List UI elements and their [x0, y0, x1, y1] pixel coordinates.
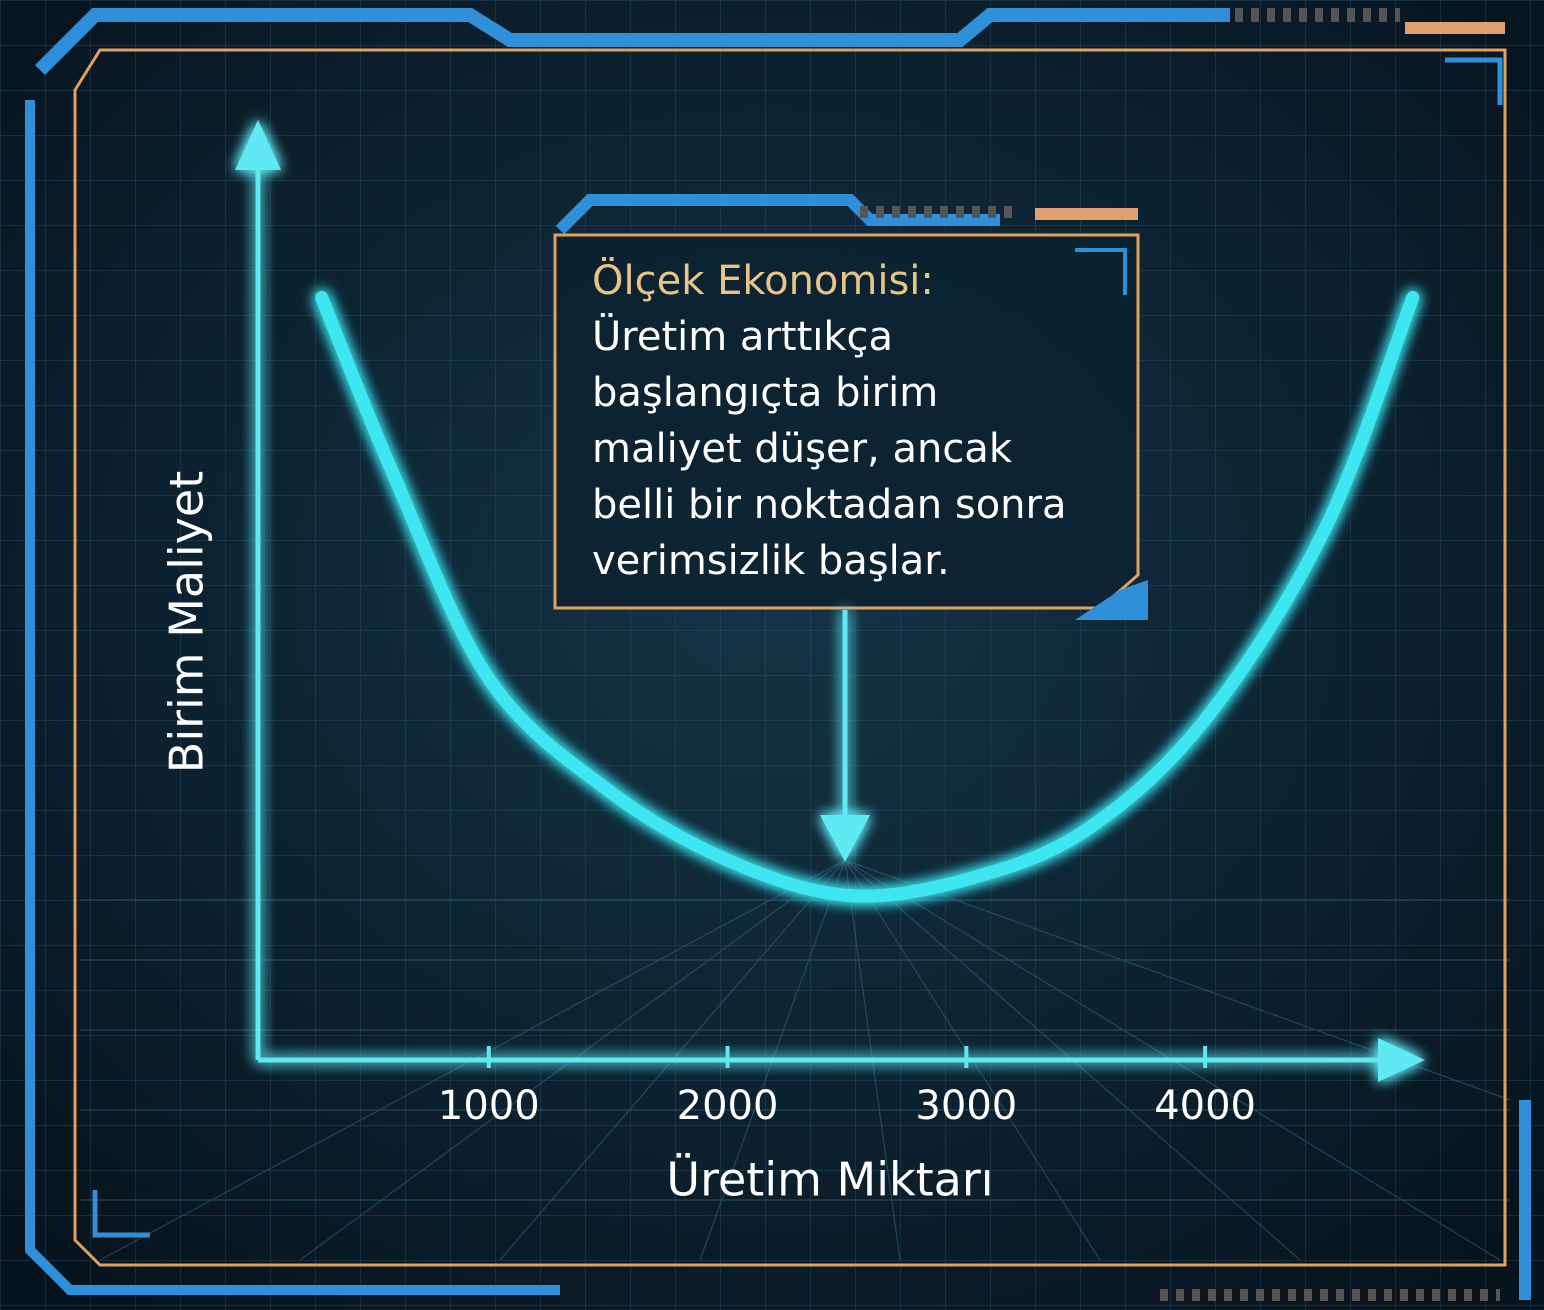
frame: [25, 7, 1531, 1301]
x-axis-label: Üretim Miktarı: [666, 1153, 993, 1207]
x-tick-label: 4000: [1154, 1083, 1256, 1129]
axes: [235, 120, 1425, 1082]
annotation-line: verimsizlik başlar.: [592, 538, 950, 584]
x-tick-label: 1000: [438, 1083, 540, 1129]
annotation-line: maliyet düşer, ancak: [592, 426, 1013, 472]
annotation-arrow: [820, 610, 870, 862]
y-axis-label: Birim Maliyet: [160, 471, 214, 773]
x-tick-label: 3000: [915, 1083, 1017, 1129]
cost-curve: [315, 290, 1420, 903]
annotation-line: başlangıçta birim: [592, 370, 938, 416]
x-tick-label: 2000: [677, 1083, 779, 1129]
annotation-box: [553, 194, 1148, 620]
annotation-title: Ölçek Ekonomisi:: [592, 256, 934, 304]
annotation-line: belli bir noktadan sonra: [592, 482, 1067, 528]
annotation-line: Üretim arttıkça: [592, 312, 893, 360]
